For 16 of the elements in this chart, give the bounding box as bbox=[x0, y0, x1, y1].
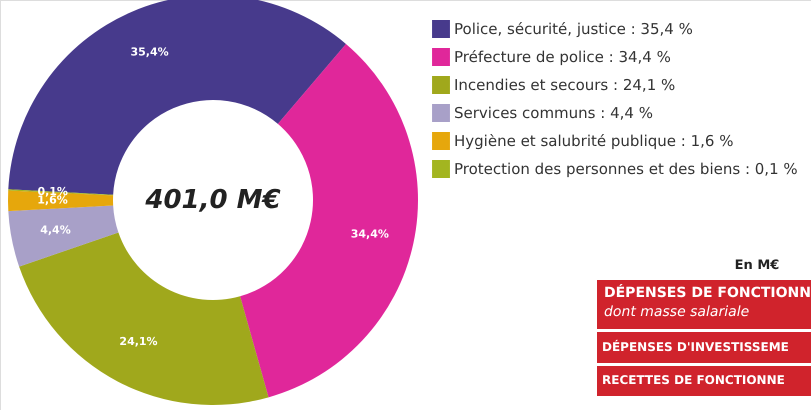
text: En M€ bbox=[734, 258, 780, 273]
data-label: 24,1% bbox=[119, 335, 158, 348]
data-label: 35,4% bbox=[130, 46, 169, 59]
text: 401,0 M€ bbox=[144, 185, 281, 215]
legend-label: Police, sécurité, justice : 35,4 % bbox=[454, 20, 693, 38]
text: DÉPENSES DE FONCTIONN bbox=[604, 284, 811, 301]
legend-label: Incendies et secours : 24,1 % bbox=[454, 76, 676, 94]
data-label: 34,4% bbox=[350, 227, 389, 240]
legend-label: Préfecture de police : 34,4 % bbox=[454, 48, 671, 66]
data-label: 4,4% bbox=[40, 224, 71, 237]
text: DÉPENSES D'INVESTISSEME bbox=[602, 339, 789, 354]
legend-label: Hygiène et salubrité publique : 1,6 % bbox=[454, 132, 734, 150]
legend-label: Services communs : 4,4 % bbox=[454, 104, 653, 122]
legend-label: Protection des personnes et des biens : 0,1 % bbox=[454, 160, 798, 178]
text: dont masse salariale bbox=[604, 304, 750, 320]
text: RECETTES DE FONCTIONNE bbox=[602, 373, 785, 387]
